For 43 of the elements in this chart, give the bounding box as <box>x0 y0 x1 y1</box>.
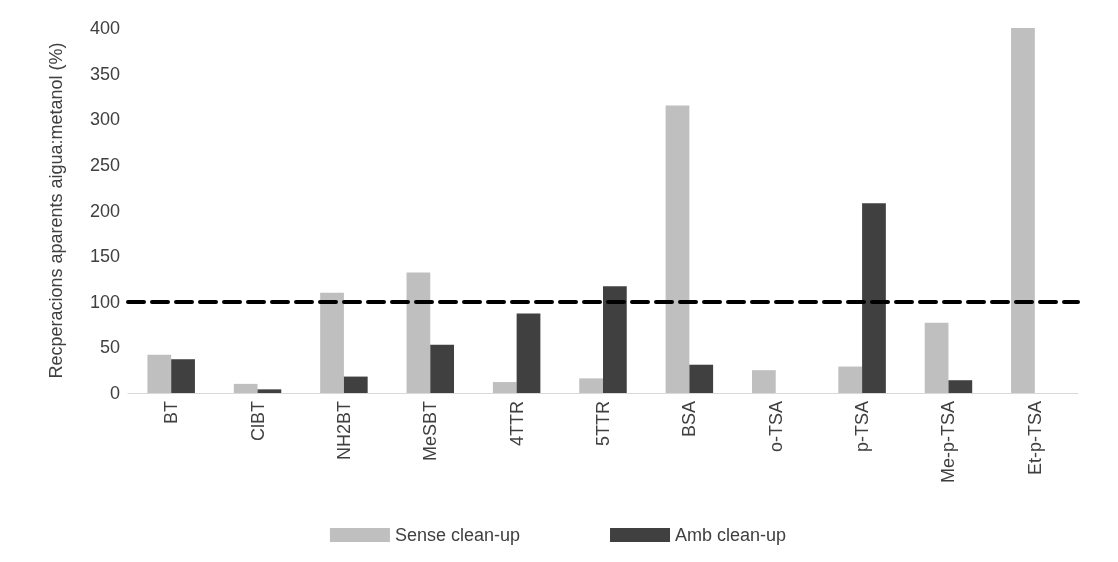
x-tick-label: Me-p-TSA <box>938 401 959 484</box>
y-tick-label: 50 <box>99 337 120 358</box>
y-axis-title: Recperacions aparents aigua:metanol (%) <box>46 42 66 379</box>
x-tick-label: MeSBT <box>420 401 441 462</box>
bar <box>320 292 344 393</box>
y-tick-label: 250 <box>89 154 120 175</box>
bar <box>751 370 776 393</box>
y-tick-label: 0 <box>109 383 120 403</box>
x-tick-label: NH2BT <box>333 401 354 461</box>
y-tick-label: 300 <box>89 109 120 130</box>
bar <box>838 366 863 393</box>
x-tick-label: Et-p-TSA <box>1024 401 1045 476</box>
x-tick-label: ClBT <box>247 401 268 441</box>
bar <box>430 344 455 393</box>
bar <box>516 313 541 393</box>
bar <box>257 389 282 393</box>
legend-label: Sense clean-up <box>394 525 521 545</box>
bar <box>603 286 627 393</box>
bar <box>579 378 603 393</box>
bar <box>343 376 368 393</box>
bar <box>492 382 517 393</box>
bar <box>147 354 172 393</box>
bar <box>233 383 258 393</box>
bar <box>1011 28 1035 393</box>
bar <box>665 105 690 393</box>
bar <box>862 203 886 393</box>
bar <box>689 364 714 393</box>
x-tick-label: 4TTR <box>506 401 527 446</box>
y-tick-label: 350 <box>89 63 120 84</box>
y-tick-label: 200 <box>89 200 120 221</box>
bar <box>406 272 431 393</box>
x-tick-label: BT <box>161 401 182 425</box>
bar <box>948 380 973 393</box>
y-tick-label: 100 <box>89 291 120 312</box>
x-tick-label: BSA <box>679 401 700 438</box>
x-tick-label: o-TSA <box>765 401 786 453</box>
legend-label: Amb clean-up <box>675 525 787 545</box>
x-tick-label: p-TSA <box>852 401 873 453</box>
bar <box>924 322 949 393</box>
y-tick-label: 400 <box>89 18 120 38</box>
x-tick-label: 5TTR <box>593 401 613 446</box>
y-tick-label: 150 <box>89 246 120 267</box>
bar <box>171 359 195 393</box>
